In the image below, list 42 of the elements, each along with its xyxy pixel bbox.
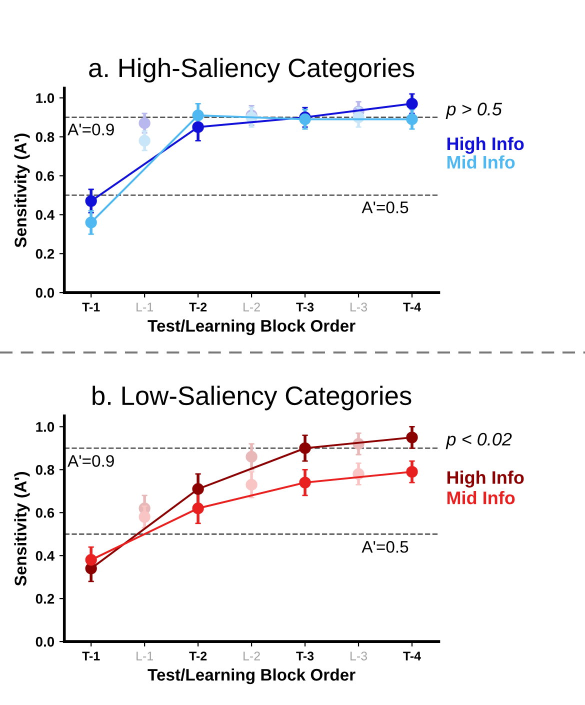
y-axis-title: Sensitivity (A') [14, 472, 30, 586]
x-tick-label: T-1 [82, 302, 100, 312]
x-tick-label: L-1 [136, 652, 154, 660]
x-tick-label: T-2 [189, 652, 207, 660]
y-tick-label: 0.2 [36, 594, 54, 604]
y-tick-label: 0.6 [36, 508, 54, 518]
y-tick-label: 0.6 [36, 171, 54, 181]
x-tick-label: T-3 [296, 652, 314, 660]
y-tick-label: 0.8 [36, 465, 54, 475]
x-tick-label: T-1 [82, 652, 100, 660]
ref-line-label: A'=0.9 [68, 455, 114, 467]
y-axis-title: Sensitivity (A') [14, 134, 30, 248]
y-tick-label: 0.4 [36, 550, 55, 561]
y-tick-label: 1.0 [36, 93, 54, 104]
x-tick-label: L-3 [350, 652, 368, 660]
x-tick-label: L-1 [136, 302, 154, 312]
y-tick-label: 0.0 [36, 288, 54, 298]
x-tick-label: L-2 [244, 302, 260, 312]
ref-line-label: A'=0.5 [362, 541, 408, 553]
y-tick-label: 0.0 [36, 636, 54, 647]
x-tick-label: T-2 [189, 302, 207, 312]
x-tick-label: L-3 [350, 302, 368, 312]
x-axis-title: Test/Learning Block Order [148, 668, 356, 684]
text: Mid Info [447, 155, 515, 169]
y-tick-label: 1.0 [36, 422, 54, 432]
x-axis-title: Test/Learning Block Order [148, 320, 356, 336]
x-tick-label: T-4 [403, 302, 421, 312]
ref-line-label: A'=0.5 [362, 202, 408, 214]
x-tick-label: L-2 [244, 652, 260, 660]
chart-title: b. Low-Saliency Categories [92, 386, 412, 410]
chart-title: a. High-Saliency Categories [89, 58, 414, 82]
y-tick-label: 0.4 [36, 210, 55, 220]
x-tick-label: T-4 [403, 652, 421, 660]
y-tick-label: 0.2 [36, 248, 54, 259]
text: p > 0.5 [446, 102, 502, 120]
text: High Info [447, 470, 524, 488]
text: p < 0.02 [446, 432, 512, 450]
series-label: Mid Info [447, 491, 515, 504]
y-tick-label: 0.8 [36, 132, 54, 142]
x-tick-label: T-3 [296, 302, 314, 312]
ref-line-label: A'=0.9 [68, 124, 114, 136]
text: High Info [447, 136, 524, 154]
